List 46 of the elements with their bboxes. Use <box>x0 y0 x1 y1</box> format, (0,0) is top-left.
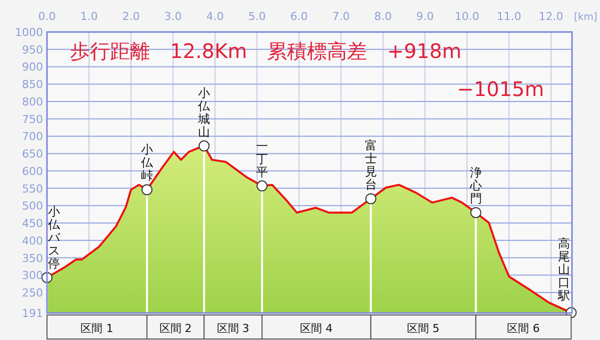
text: 区間 5 <box>407 322 440 335</box>
text: 区間 1 <box>80 322 114 335</box>
y-tick-label: 191 <box>22 307 43 320</box>
ref-line-label: 小仏峠 <box>140 142 154 183</box>
y-tick-label: 550 <box>22 182 43 196</box>
y-tick-label: 850 <box>22 78 43 92</box>
y-tick-label: 600 <box>22 164 43 178</box>
text: 区間 3 <box>216 322 250 335</box>
y-tick-label: 800 <box>22 95 43 108</box>
x-axis-title: [km] <box>574 12 598 23</box>
x-tick-label: 2.0 <box>122 10 140 23</box>
x-tick-label: 6.0 <box>290 10 308 23</box>
y-tick-label: 500 <box>22 200 43 213</box>
y-tick-label: 350 <box>22 252 43 265</box>
y-tick-label: 900 <box>22 60 43 74</box>
ref-line-label: 小仏バス停 <box>47 204 61 271</box>
x-tick-label: 9.0 <box>416 10 434 23</box>
y-tick-label: 250 <box>22 286 43 300</box>
x-tick-label: 7.0 <box>332 10 350 23</box>
ref-line-label: 浄心門 <box>468 166 482 206</box>
y-tick-label: 950 <box>22 43 43 56</box>
y-tick-label: 750 <box>22 112 43 126</box>
x-tick-label: 0.0 <box>38 10 56 23</box>
text: 区間 4 <box>300 322 333 335</box>
x-tick-label: 3.0 <box>164 10 182 23</box>
y-tick-label: 450 <box>22 217 43 230</box>
x-tick-label: 10.0 <box>454 10 480 23</box>
ref-line-label: 富士見台 <box>364 138 377 192</box>
x-tick-label: 5.0 <box>248 10 266 23</box>
x-tick-label: 8.0 <box>374 10 392 23</box>
text: 区間 6 <box>507 322 540 335</box>
text: 区間 2 <box>159 322 192 335</box>
chart-title: 歩行距離 12.8Km 累積標高差 +918m <box>70 39 462 63</box>
y-tick-label: 1000 <box>15 26 43 39</box>
ref-line-label: 一丁平 <box>256 138 268 179</box>
text: −1015m <box>457 77 544 101</box>
x-tick-label: 12.0 <box>538 10 564 23</box>
y-tick-label: 700 <box>22 130 43 144</box>
annotation: 高尾山口駅 <box>557 236 570 303</box>
x-tick-label: 1.0 <box>80 10 98 23</box>
ref-line-label: 小仏城山 <box>197 86 212 139</box>
y-tick-label: 300 <box>22 269 43 282</box>
x-tick-label: 11.0 <box>496 10 522 23</box>
y-tick-label: 400 <box>22 234 43 248</box>
y-tick-label: 650 <box>22 148 43 161</box>
x-tick-label: 4.0 <box>206 10 224 23</box>
